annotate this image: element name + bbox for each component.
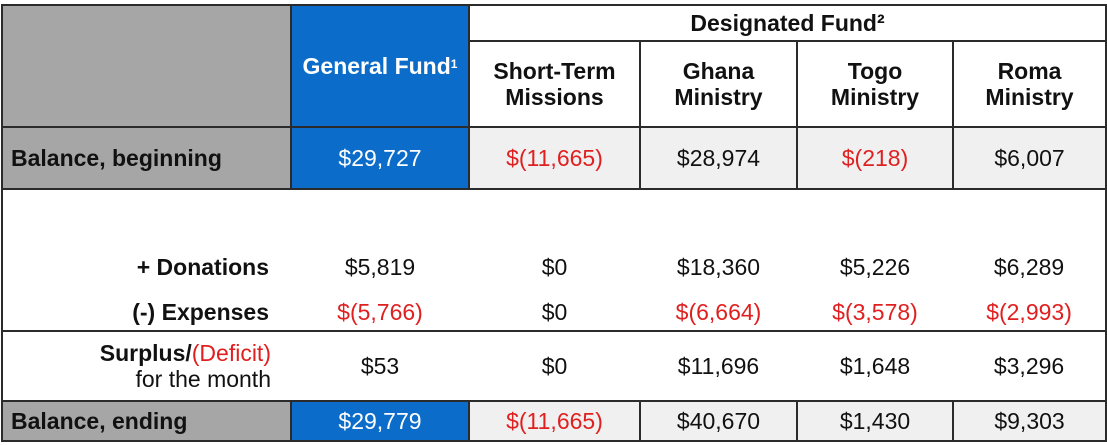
header-corner	[1, 4, 292, 128]
value-cell: $6,289	[953, 188, 1107, 293]
value-cell: $6,007	[951, 126, 1107, 190]
short-term-missions-header: Short-Term Missions	[468, 40, 641, 128]
value-cell: $28,974	[639, 126, 798, 190]
row-label: Surplus/(Deficit) for the month	[1, 330, 291, 402]
ghana-ministry-header: Ghana Ministry	[639, 40, 798, 128]
col-label-line1: Togo	[847, 58, 903, 84]
balance-ending-row: Balance, ending $29,779 $(11,665) $40,67…	[1, 400, 1107, 442]
surplus-row: Surplus/(Deficit) for the month $53 $0 $…	[1, 330, 1107, 402]
general-fund-label: General Fund	[302, 53, 451, 79]
row-label: Balance, beginning	[1, 126, 292, 190]
value-cell: $0	[469, 293, 640, 332]
col-label-line2: Ministry	[674, 84, 763, 110]
value-cell: $(11,665)	[468, 400, 641, 442]
general-fund-header: General Fund1	[290, 4, 470, 128]
row-label: + Donations	[1, 188, 291, 293]
col-label-line1: Roma	[997, 58, 1062, 84]
col-label-line1: Ghana	[682, 58, 755, 84]
value-cell: $53	[291, 330, 469, 402]
deficit-label: (Deficit)	[191, 340, 271, 366]
row-label: (-) Expenses	[1, 293, 291, 332]
value-cell: $(6,664)	[640, 293, 797, 332]
value-cell: $(3,578)	[797, 293, 953, 332]
general-fund-footnote: 1	[450, 57, 458, 71]
value-cell: $0	[469, 330, 640, 402]
value-cell: $11,696	[640, 330, 797, 402]
value-cell: $3,296	[953, 330, 1107, 402]
value-cell: $(5,766)	[291, 293, 469, 332]
value-cell: $9,303	[951, 400, 1107, 442]
col-label-line1: Short-Term	[493, 58, 616, 84]
togo-ministry-header: Togo Ministry	[796, 40, 954, 128]
value-cell: $29,727	[290, 126, 470, 190]
designated-fund-header: Designated Fund²	[467, 4, 1107, 42]
col-label-line2: Missions	[505, 84, 604, 110]
value-cell: $1,430	[796, 400, 954, 442]
value-cell: $5,226	[797, 189, 953, 293]
expenses-row: (-) Expenses $(5,766) $0 $(6,664) $(3,57…	[1, 293, 1107, 332]
surplus-sublabel: for the month	[135, 366, 271, 392]
value-cell: $(218)	[796, 126, 954, 190]
value-cell: $0	[469, 189, 640, 293]
balance-beginning-row: Balance, beginning $29,727 $(11,665) $28…	[1, 126, 1107, 190]
col-label-line2: Ministry	[985, 84, 1074, 110]
value-cell: $5,819	[291, 189, 469, 293]
value-cell: $(2,993)	[953, 293, 1107, 332]
donations-row: + Donations $5,819 $0 $18,360 $5,226 $6,…	[1, 188, 1107, 293]
value-cell: $40,670	[639, 400, 798, 442]
fund-table: General Fund1 Designated Fund² Short-Ter…	[1, 4, 1107, 442]
col-label-line2: Ministry	[830, 84, 920, 110]
value-cell: $18,360	[640, 189, 797, 293]
value-cell: $1,648	[797, 330, 953, 402]
row-label: Balance, ending	[1, 400, 292, 442]
value-cell: $(11,665)	[468, 126, 641, 190]
surplus-label: Surplus/	[99, 340, 192, 366]
value-cell: $29,779	[290, 400, 470, 442]
roma-ministry-header: Roma Ministry	[951, 40, 1107, 128]
